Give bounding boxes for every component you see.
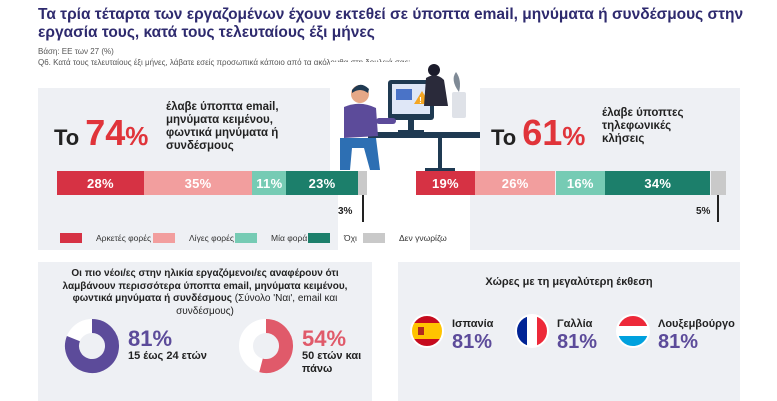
office-worker-illustration: !: [330, 62, 480, 172]
legend-swatch: [153, 233, 175, 243]
bar-segment-label: 11%: [256, 175, 283, 191]
france-flag-icon: [515, 314, 549, 348]
luxembourg-flag-icon: [616, 314, 650, 348]
country-value-spain: 81%: [452, 331, 493, 353]
left-stat-panel: [38, 88, 338, 250]
left-stat-desc: έλαβε ύποπτα email, μηνύματα κειμένου, φ…: [166, 101, 279, 152]
right-stat-number: 61: [522, 112, 563, 153]
left-dk-label: 3%: [338, 206, 353, 217]
right-dk-connector: [717, 195, 719, 222]
legend-once: Μία φορά: [235, 233, 307, 243]
age-panel-heading-note: (Σύνολο 'Ναι', email και συνδέσμους): [176, 293, 338, 317]
country-value-france: 81%: [557, 331, 598, 353]
question-note: Q6. Κατά τους τελευταίους έξι μήνες, λάβ…: [38, 58, 411, 67]
bar-segment: 23%: [286, 171, 358, 195]
legend-label: Δεν γνωρίζω: [399, 233, 447, 243]
bar-segment: 26%: [474, 171, 556, 195]
page-title: Τα τρία τέταρτα των εργαζομένων έχουν εκ…: [38, 6, 744, 41]
legend-few: Λίγες φορές: [153, 233, 234, 243]
bar-segment-label: 35%: [184, 175, 212, 191]
legend-no: Όχι: [308, 233, 357, 243]
bar-segment: 16%: [555, 171, 606, 195]
right-stat-panel: [470, 88, 740, 250]
legend-label: Λίγες φορές: [189, 233, 235, 243]
country-name-spain: Ισπανία: [452, 318, 494, 330]
country-name-luxembourg: Λουξεμβούργο: [658, 318, 735, 330]
legend-dk: Δεν γνωρίζω: [363, 233, 447, 243]
left-stat-unit: %: [125, 121, 149, 151]
old-donut: [239, 319, 293, 373]
svg-text:!: !: [419, 96, 422, 105]
young-pct: 81%: [128, 326, 172, 352]
age-panel-heading: Οι πιο νέοι/ες στην ηλικία εργαζόμενοι/ε…: [44, 268, 366, 318]
country-panel: [398, 262, 740, 401]
bar-segment-label: 34%: [644, 175, 672, 191]
left-dk-connector: [362, 195, 364, 222]
bar-segment: 28%: [57, 171, 144, 195]
young-donut: [65, 319, 119, 373]
legend-swatch: [60, 233, 82, 243]
bar-segment-label: 23%: [308, 175, 336, 191]
old-pct: 54%: [302, 326, 347, 351]
base-note: Βάση: ΕΕ των 27 (%): [38, 47, 114, 56]
young-label: 15 έως 24 ετών: [128, 350, 207, 362]
bar-segment: 35%: [143, 171, 253, 195]
young-donut-arc: [65, 319, 119, 373]
right-stat-prefix: Το: [491, 125, 517, 150]
spain-flag-icon: [410, 314, 444, 348]
young-pct-value: 81%: [128, 326, 173, 351]
legend-swatch: [308, 233, 330, 243]
bar-segment-label: 28%: [86, 175, 114, 191]
bar-segment-label: 16%: [566, 175, 594, 191]
country-value-luxembourg: 81%: [658, 331, 699, 353]
right-stat-unit: %: [562, 121, 586, 151]
old-label: 50 ετών και πάνω: [302, 350, 362, 375]
legend-swatch: [363, 233, 385, 243]
right-dk-label: 5%: [696, 206, 711, 217]
bar-segment: 34%: [605, 171, 711, 195]
bar-segment: [710, 171, 726, 195]
bar-segment: 19%: [416, 171, 475, 195]
left-stacked-bar: 28% 35% 11% 23%: [57, 171, 367, 195]
legend-label: Όχι: [344, 233, 357, 243]
legend-label: Αρκετές φορές: [96, 233, 152, 243]
legend-swatch: [235, 233, 257, 243]
bar-segment-label: 26%: [501, 175, 529, 191]
old-donut-arc: [259, 319, 293, 373]
legend-label: Μία φορά: [271, 233, 308, 243]
country-panel-heading: Χώρες με τη μεγαλύτερη έκθεση: [485, 276, 653, 288]
bar-segment: [357, 171, 367, 195]
left-stat-number: 74: [85, 112, 126, 153]
left-stat-figure: Το 74 %: [54, 112, 148, 154]
bar-segment-label: 19%: [431, 175, 459, 191]
left-stat-prefix: Το: [54, 125, 80, 150]
right-stat-figure: Το 61 %: [491, 112, 585, 154]
legend-often: Αρκετές φορές: [60, 233, 151, 243]
right-stat-desc: έλαβε ύποπτες τηλεφωνικές κλήσεις: [602, 107, 684, 145]
bar-segment: 11%: [252, 171, 287, 195]
right-stacked-bar: 19% 26% 16% 34%: [416, 171, 726, 195]
country-name-france: Γαλλία: [557, 318, 593, 330]
age-panel-heading-bold: Οι πιο νέοι/ες στην ηλικία εργαζόμενοι/ε…: [62, 268, 348, 304]
